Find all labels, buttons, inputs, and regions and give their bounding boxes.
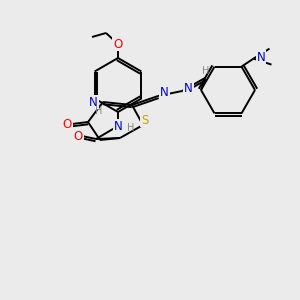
Text: N: N (114, 119, 122, 133)
Text: N: N (256, 51, 265, 64)
Text: S: S (141, 113, 149, 127)
Text: O: O (74, 130, 82, 142)
Text: N: N (160, 86, 169, 100)
Text: O: O (113, 38, 123, 50)
Text: H: H (95, 106, 103, 116)
Text: N: N (89, 95, 98, 109)
Text: O: O (62, 118, 72, 130)
Text: H: H (202, 66, 210, 76)
Text: H: H (127, 123, 134, 133)
Text: N: N (184, 82, 193, 94)
